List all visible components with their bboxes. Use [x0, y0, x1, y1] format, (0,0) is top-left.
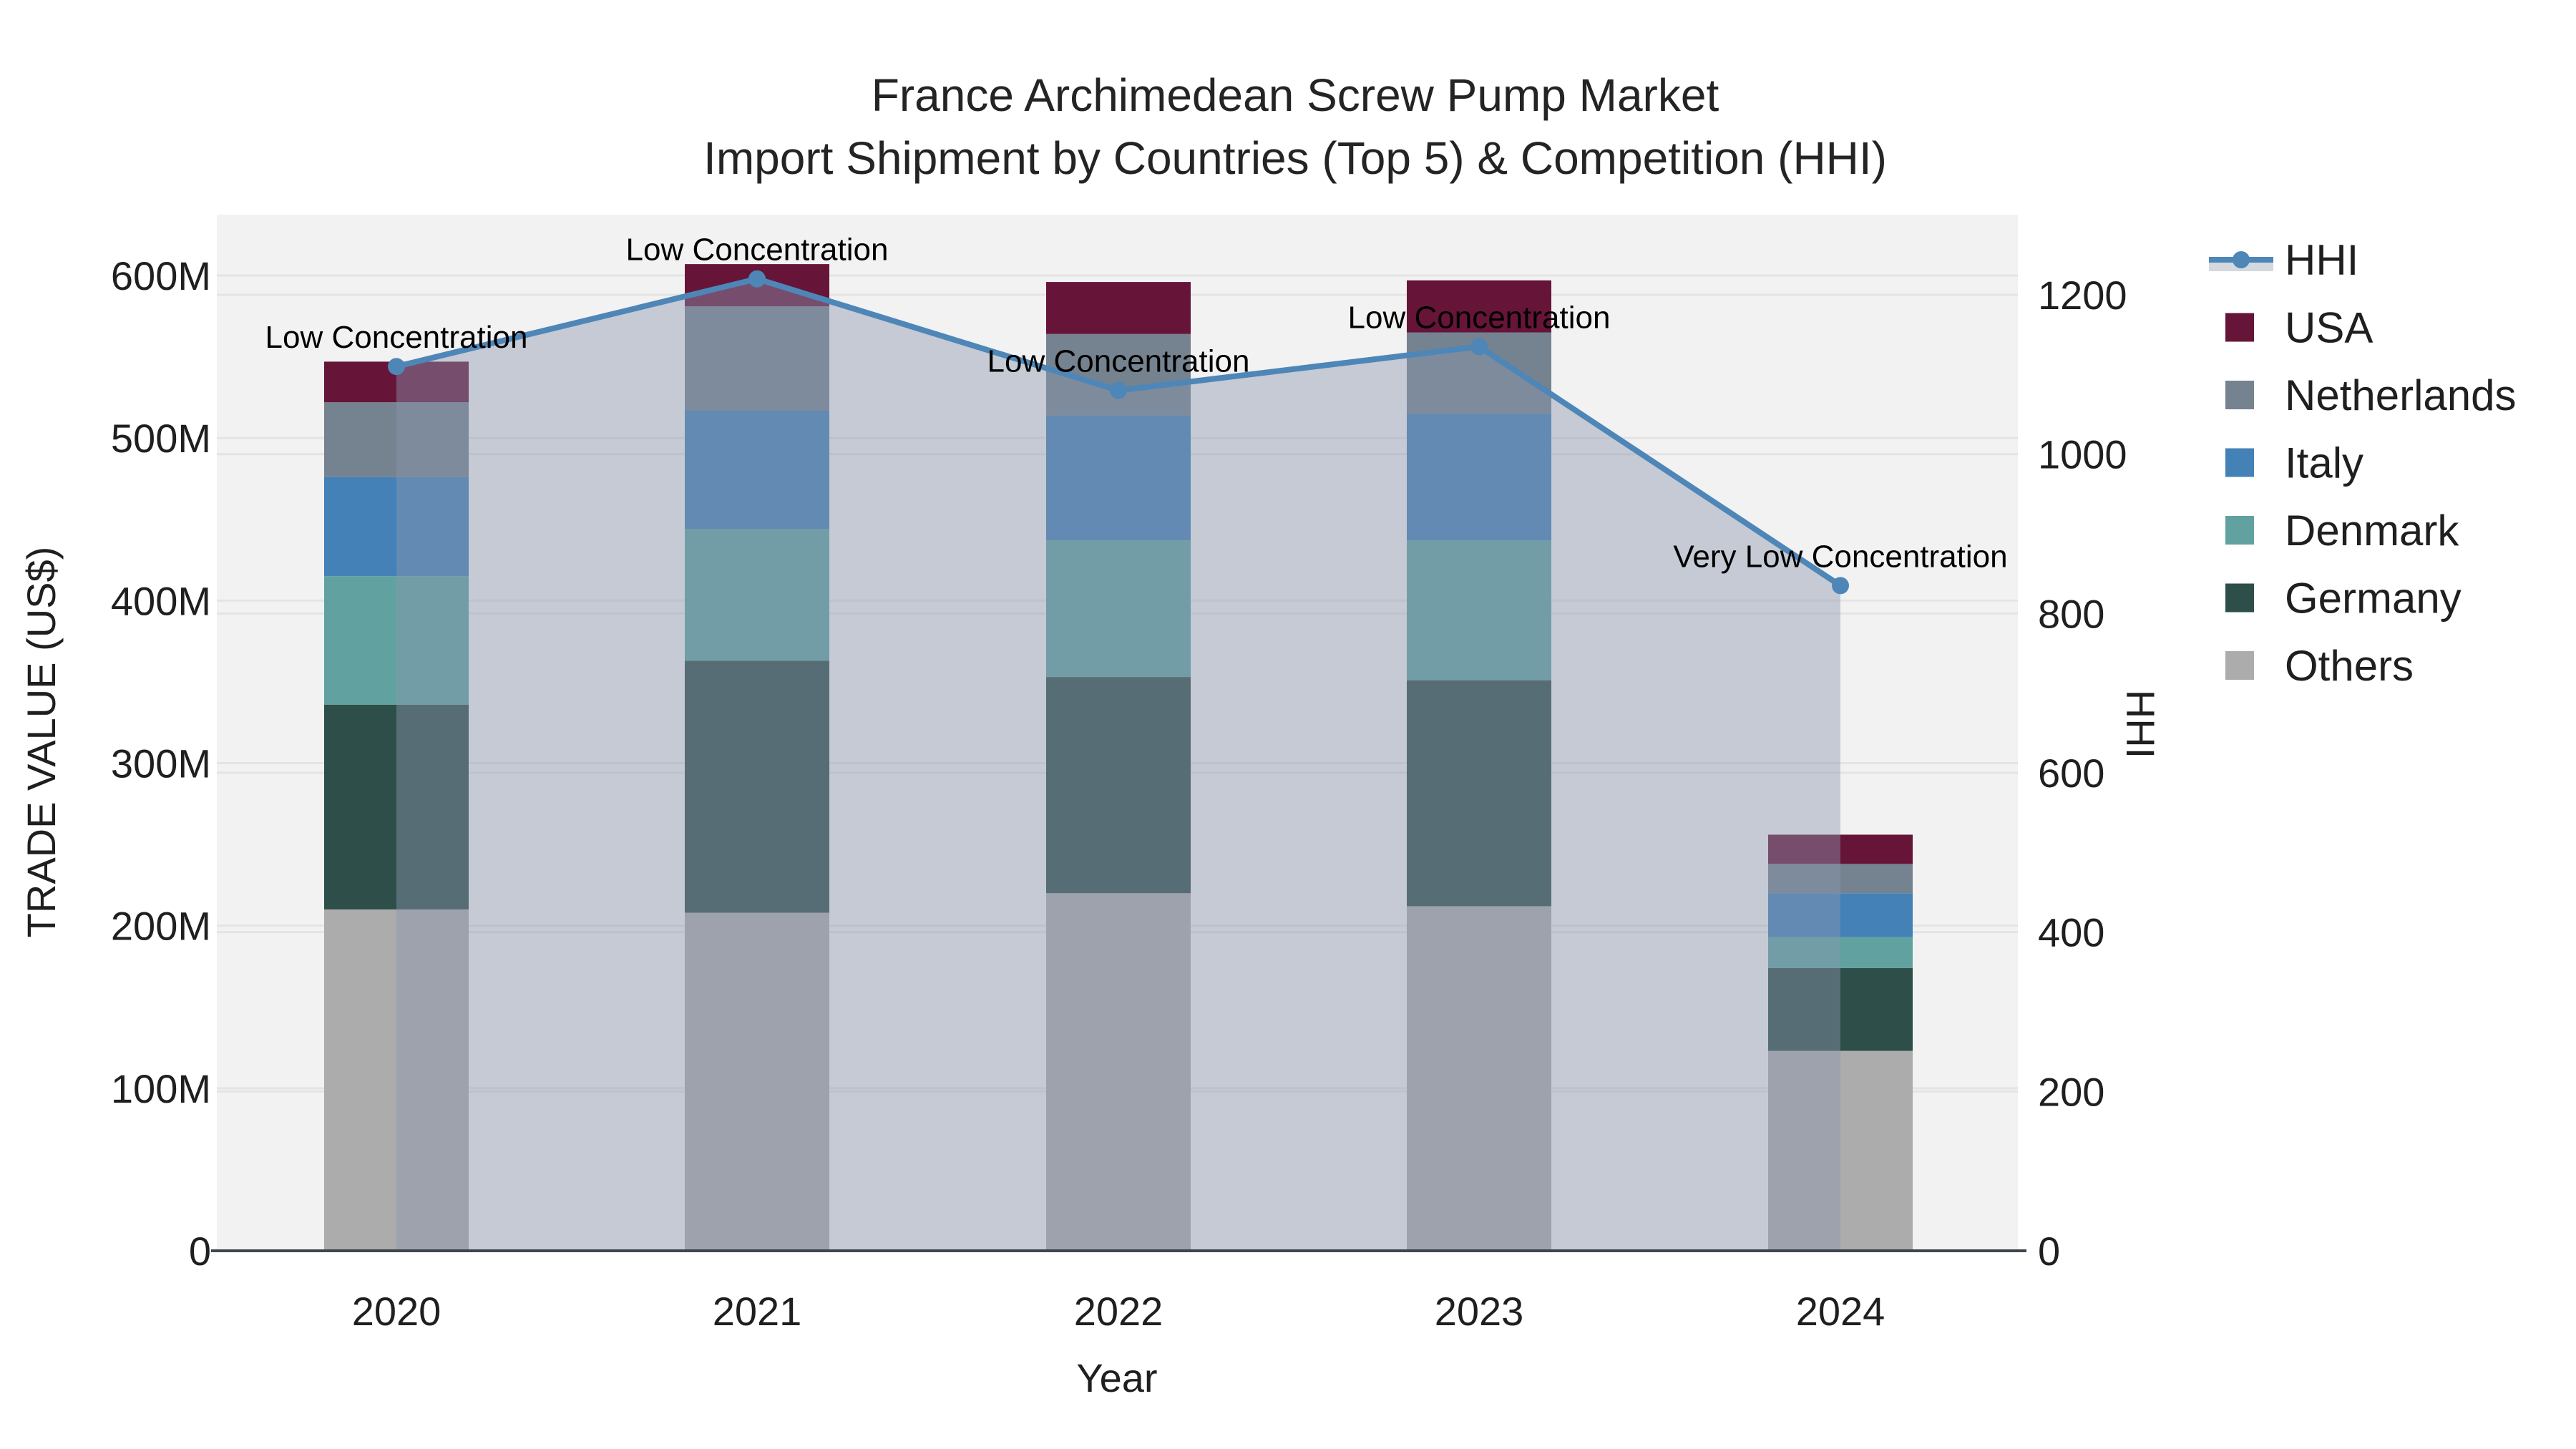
bar-segment-germany-2020[interactable]	[324, 704, 469, 909]
y-left-tick-500M: 500M	[111, 416, 211, 461]
hhi-area-fill	[396, 278, 1840, 1251]
x-tick-2023: 2023	[1435, 1289, 1524, 1334]
bar-segment-italy-2024[interactable]	[1768, 893, 1913, 937]
hhi-marker-2022[interactable]	[1110, 381, 1127, 399]
hhi-marker-2023[interactable]	[1470, 338, 1488, 356]
y-right-tick-0: 0	[2038, 1229, 2060, 1274]
bar-segment-italy-2020[interactable]	[324, 477, 469, 577]
legend-swatch-usa	[2225, 313, 2254, 342]
legend-item-usa[interactable]: USA	[2225, 304, 2373, 352]
bar-segment-others-2024[interactable]	[1768, 1050, 1913, 1251]
bar-segment-netherlands-2021[interactable]	[685, 306, 829, 411]
hhi-marker-2021[interactable]	[748, 270, 766, 288]
legend-label-usa: USA	[2285, 304, 2373, 352]
annotation-2022: Low Concentration	[987, 344, 1250, 379]
annotations: Low Concentration Low Concentration Low Co…	[265, 233, 2008, 575]
bar-segment-italy-2021[interactable]	[685, 410, 829, 530]
legend-hhi-marker-swatch	[2233, 251, 2250, 268]
y-right-tick-800: 800	[2038, 591, 2104, 636]
legend-swatch-germany	[2225, 583, 2254, 613]
y-right-axis-title: HHI	[2118, 690, 2163, 758]
y-left-tick-600M: 600M	[111, 253, 211, 298]
legend-item-hhi[interactable]: HHI	[2209, 236, 2358, 284]
legend-item-italy[interactable]: Italy	[2225, 439, 2363, 487]
legend-item-germany[interactable]: Germany	[2225, 575, 2462, 623]
bar-segment-italy-2022[interactable]	[1046, 415, 1191, 541]
bar-segment-usa-2022[interactable]	[1046, 282, 1191, 334]
annotation-2021: Low Concentration	[626, 233, 889, 268]
hhi-marker-2020[interactable]	[388, 358, 405, 376]
y-left-tick-200M: 200M	[111, 904, 211, 949]
y-right-tick-400: 400	[2038, 910, 2104, 955]
legend-label-hhi: HHI	[2285, 236, 2358, 284]
legend-item-netherlands[interactable]: Netherlands	[2225, 371, 2517, 419]
y-left-axis-title: TRADE VALUE (US$)	[19, 547, 64, 938]
annotation-2020: Low Concentration	[265, 320, 528, 355]
bar-segment-netherlands-2020[interactable]	[324, 402, 469, 477]
bar-segment-usa-2023[interactable]	[1407, 280, 1551, 333]
legend-label-italy: Italy	[2285, 439, 2363, 487]
y-right-tick-200: 200	[2038, 1069, 2104, 1114]
x-tick-2024: 2024	[1796, 1289, 1885, 1334]
x-tick-2021: 2021	[713, 1289, 802, 1334]
x-tick-2022: 2022	[1074, 1289, 1163, 1334]
legend-label-netherlands: Netherlands	[2285, 371, 2517, 419]
bar-segment-denmark-2024[interactable]	[1768, 937, 1913, 968]
legend-item-others[interactable]: Others	[2225, 642, 2414, 690]
hhi-area	[396, 278, 1840, 1251]
legend-label-germany: Germany	[2285, 575, 2462, 623]
legend-swatch-others	[2225, 651, 2254, 680]
legend-label-denmark: Denmark	[2285, 507, 2459, 555]
y-left-tick-0: 0	[189, 1229, 211, 1274]
bar-segment-usa-2024[interactable]	[1768, 834, 1913, 864]
y-right-tick-1000: 1000	[2038, 432, 2127, 477]
stacked-bars	[324, 264, 1913, 1251]
y-left-tick-100M: 100M	[111, 1066, 211, 1111]
bar-segment-denmark-2022[interactable]	[1046, 540, 1191, 678]
bar-segment-germany-2022[interactable]	[1046, 677, 1191, 894]
y-right-tick-1200: 1200	[2038, 273, 2127, 318]
bar-segment-germany-2023[interactable]	[1407, 680, 1551, 907]
legend-label-others: Others	[2285, 642, 2414, 690]
bar-segment-germany-2021[interactable]	[685, 660, 829, 913]
bar-segment-others-2021[interactable]	[685, 912, 829, 1251]
hhi-line	[388, 270, 1849, 595]
x-tick-labels: 2020 2021 2022 2023 2024	[352, 1289, 1885, 1334]
y-right-tick-labels: 0 200 400 600 800 1000 1200	[2038, 273, 2127, 1274]
bar-segment-denmark-2023[interactable]	[1407, 540, 1551, 680]
legend: HHI USA Netherlands Italy Denmark Germany Othe…	[2209, 236, 2517, 690]
chart-title-line1: France Archimedean Screw Pump Market	[872, 69, 1719, 121]
legend-swatch-denmark	[2225, 516, 2254, 545]
bar-segment-germany-2024[interactable]	[1768, 967, 1913, 1051]
legend-item-denmark[interactable]: Denmark	[2225, 507, 2459, 555]
chart-title-line2: Import Shipment by Countries (Top 5) & C…	[703, 132, 1887, 184]
x-tick-2020: 2020	[352, 1289, 441, 1334]
bar-segment-others-2023[interactable]	[1407, 906, 1551, 1251]
annotation-2024: Very Low Concentration	[1673, 539, 2007, 574]
legend-swatch-italy	[2225, 448, 2254, 477]
bar-segment-others-2020[interactable]	[324, 909, 469, 1251]
annotation-2023: Low Concentration	[1348, 300, 1611, 335]
y-right-tick-600: 600	[2038, 751, 2104, 796]
y-left-tick-labels: 0 100M 200M 300M 400M 500M 600M	[111, 253, 211, 1274]
hhi-marker-2024[interactable]	[1832, 577, 1849, 595]
bar-segment-netherlands-2024[interactable]	[1768, 864, 1913, 894]
bar-segment-italy-2023[interactable]	[1407, 414, 1551, 541]
y-left-tick-400M: 400M	[111, 578, 211, 623]
x-axis-title: Year	[1076, 1355, 1157, 1400]
legend-swatch-netherlands	[2225, 381, 2254, 409]
bar-segment-denmark-2020[interactable]	[324, 576, 469, 705]
y-left-tick-300M: 300M	[111, 741, 211, 786]
bar-segment-others-2022[interactable]	[1046, 893, 1191, 1251]
bar-segment-denmark-2021[interactable]	[685, 529, 829, 661]
